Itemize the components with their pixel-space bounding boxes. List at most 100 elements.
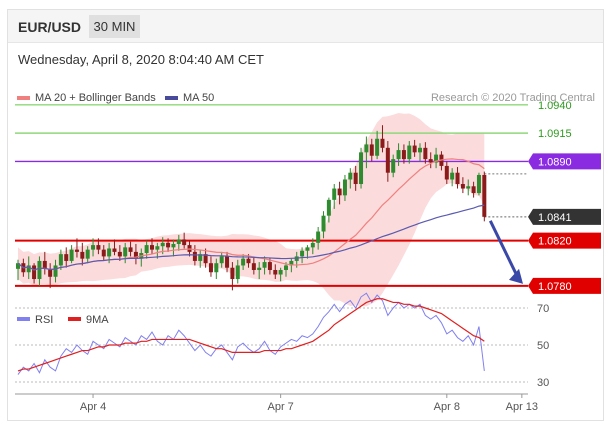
- level-label-1.0915: 1.0915: [538, 128, 572, 140]
- candle-body: [117, 251, 122, 257]
- legend-swatch-rsi: [17, 317, 30, 321]
- candle-body: [450, 172, 455, 180]
- candle-body: [203, 254, 208, 264]
- candle-body: [230, 267, 235, 280]
- candle-body: [198, 254, 203, 261]
- x-tick-label-Apr-13: Apr 13: [506, 401, 538, 413]
- candle-body: [235, 265, 240, 280]
- chart-widget: EUR/USD 30 MIN Wednesday, April 8, 2020 …: [7, 9, 604, 421]
- legend-label-9ma: 9MA: [86, 314, 109, 326]
- candle-body: [26, 265, 31, 273]
- candle-body: [380, 138, 385, 148]
- candle-body: [359, 152, 364, 185]
- candle-body: [471, 186, 476, 194]
- candle-body: [418, 147, 422, 153]
- candle-body: [64, 254, 69, 261]
- candle-body: [96, 245, 101, 250]
- candle-body: [342, 179, 347, 196]
- candle-body: [85, 249, 90, 259]
- candle-body: [74, 249, 79, 252]
- candle-body: [251, 263, 256, 270]
- candle-body: [321, 215, 326, 232]
- ma50-line: [17, 204, 485, 271]
- candle-body: [284, 265, 288, 270]
- candle-body: [262, 262, 267, 268]
- candle-body: [58, 254, 63, 266]
- candle-body: [316, 231, 321, 243]
- level-tag-1.0780: [528, 277, 601, 294]
- chart-timestamp: Wednesday, April 8, 2020 8:04:40 AM CET: [18, 52, 264, 67]
- candle-body: [214, 263, 219, 273]
- rsi-tick-30: 30: [537, 377, 549, 389]
- candle-body: [428, 159, 433, 163]
- candle-body: [53, 265, 58, 277]
- legend-swatch-ma50: [165, 96, 178, 100]
- candle-body: [69, 249, 74, 261]
- forecast-arrow-shaft: [488, 220, 519, 277]
- candle-body: [326, 199, 331, 216]
- candle-body: [37, 260, 42, 280]
- level-tag-1.0820: [528, 232, 601, 249]
- candle-body: [375, 138, 380, 156]
- candle-body: [348, 172, 353, 180]
- candle-body: [482, 174, 487, 217]
- candle-body: [91, 245, 96, 250]
- candle-body: [246, 258, 251, 264]
- candle-body: [305, 247, 310, 251]
- candle-body: [225, 256, 230, 268]
- candle-body: [444, 165, 449, 180]
- interval-button[interactable]: 30 MIN: [89, 15, 140, 38]
- rsi-line: [17, 292, 485, 375]
- candle-body: [423, 147, 428, 160]
- candle-body: [101, 249, 106, 257]
- x-tick-label-Apr-8: Apr 8: [434, 401, 460, 413]
- x-tick-label-Apr-4: Apr 4: [80, 401, 106, 413]
- x-tick-label-Apr-7: Apr 7: [267, 401, 293, 413]
- candle-body: [353, 172, 358, 185]
- candle-body: [128, 247, 133, 252]
- candle-body: [391, 159, 396, 173]
- candle-body: [42, 260, 47, 269]
- candle-body: [208, 263, 213, 273]
- legend-label-ma20: MA 20 + Bollinger Bands: [35, 92, 156, 104]
- legend-label-rsi: RSI: [35, 314, 53, 326]
- candle-body: [300, 250, 305, 257]
- candle-body: [182, 239, 187, 246]
- forecast-arrow-head: [509, 268, 523, 284]
- last-price-tag: [528, 208, 601, 225]
- candle-body: [455, 172, 460, 185]
- candle-body: [80, 251, 85, 259]
- candle-body: [150, 245, 154, 250]
- candle-body: [107, 248, 112, 257]
- level-label-1.0940: 1.0940: [538, 100, 572, 112]
- candle-body: [241, 258, 246, 266]
- candle-body: [219, 256, 224, 264]
- candle-body: [412, 145, 417, 153]
- candle-body: [112, 248, 117, 252]
- candle-body: [273, 269, 278, 275]
- candle-body: [257, 267, 262, 270]
- currency-pair-title: EUR/USD: [18, 19, 82, 35]
- candle-body: [160, 242, 165, 247]
- candle-body: [166, 242, 171, 248]
- rsi-tick-70: 70: [537, 303, 549, 315]
- candle-body: [476, 174, 481, 194]
- candle-body: [289, 260, 294, 266]
- candle-body: [32, 265, 37, 280]
- candle-body: [337, 188, 342, 196]
- legend-label-ma50: MA 50: [183, 92, 214, 104]
- rsi-tick-50: 50: [537, 340, 549, 352]
- level-tag-1.0890: [528, 153, 601, 170]
- level-label-1.0820: 1.0820: [538, 236, 572, 248]
- candle-body: [278, 269, 283, 275]
- candle-body: [401, 150, 406, 160]
- candle-body: [310, 242, 315, 248]
- candle-body: [364, 144, 369, 153]
- rsi-9ma-line: [17, 298, 485, 372]
- candle-body: [48, 268, 53, 277]
- last-price-label: 1.0841: [538, 212, 572, 224]
- candle-body: [407, 145, 412, 160]
- candle-body: [396, 150, 401, 160]
- candle-body: [332, 188, 337, 200]
- candle-body: [369, 144, 374, 156]
